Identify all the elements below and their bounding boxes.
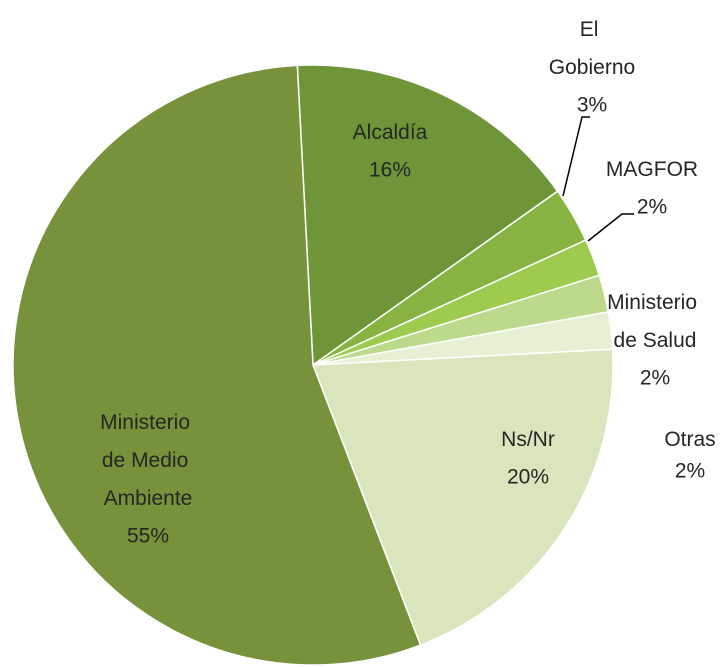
value-label: 2% (675, 460, 705, 483)
pie-slice (296, 64, 559, 367)
slice-label: Otras (664, 428, 715, 451)
value-label: 20% (507, 466, 549, 489)
slice-label: El Gobierno (549, 18, 635, 79)
value-label: 3% (577, 94, 607, 117)
value-label: 16% (369, 159, 411, 182)
slice-label: Ministerio de Medio Ambiente (100, 411, 196, 510)
slice-label: Ministerio de Salud (607, 291, 703, 352)
value-label: 2% (637, 196, 667, 219)
pie-slice (12, 64, 422, 666)
slice-label: MAGFOR (606, 158, 698, 181)
slice-label: Ns/Nr (501, 428, 555, 451)
pie-slice (311, 348, 614, 647)
leader-line (562, 116, 590, 197)
value-label: 2% (640, 367, 670, 390)
slice-label: Alcaldía (353, 121, 428, 144)
value-label: 55% (127, 525, 169, 548)
leader-line (587, 213, 634, 242)
